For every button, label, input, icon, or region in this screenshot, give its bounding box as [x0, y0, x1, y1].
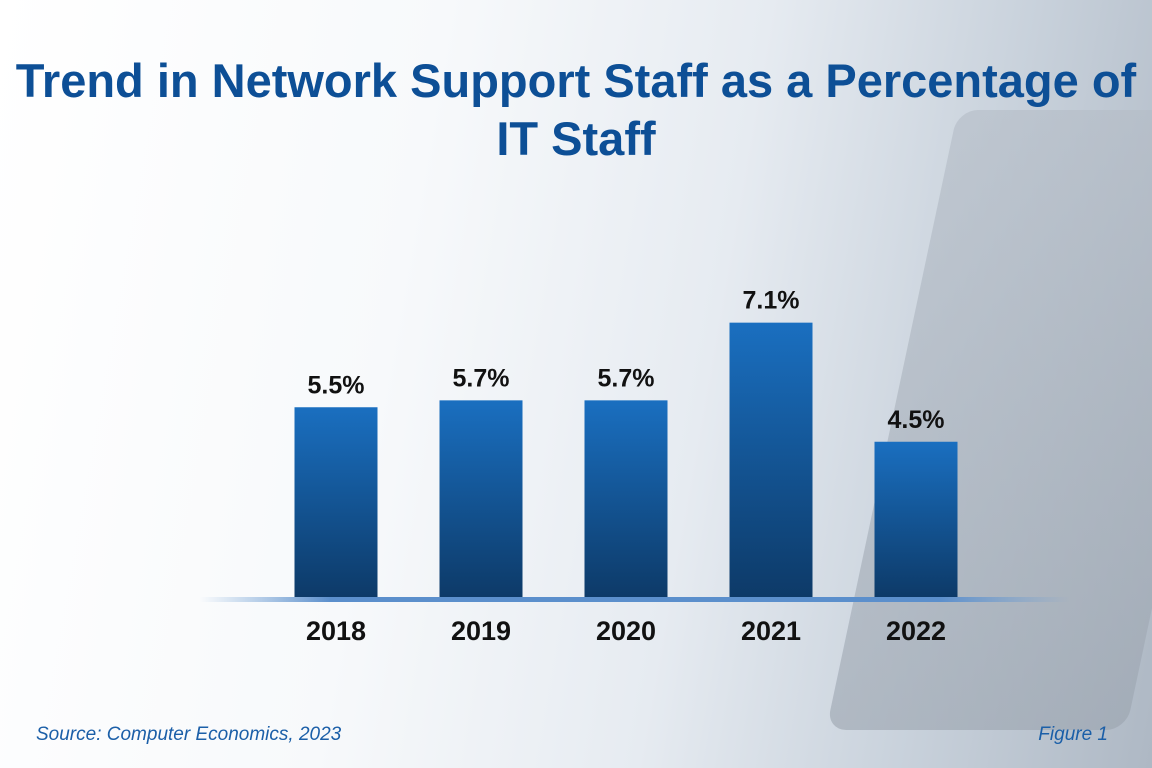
- bar-2019: [439, 400, 523, 597]
- bar-2021: [729, 322, 813, 597]
- data-label: 5.7%: [598, 364, 655, 392]
- data-label: 5.5%: [308, 371, 365, 399]
- data-label: 7.1%: [743, 287, 800, 315]
- data-label: 5.7%: [453, 364, 510, 392]
- x-tick-label: 2019: [451, 616, 511, 646]
- x-tick-label: 2018: [306, 616, 366, 646]
- chart-title: Trend in Network Support Staff as a Perc…: [15, 54, 1137, 165]
- figure-label: Figure 1: [1038, 724, 1108, 745]
- bar-2022: [874, 441, 958, 597]
- source-note: Source: Computer Economics, 2023: [36, 724, 342, 745]
- baseline: [200, 597, 1070, 602]
- bar-2018: [294, 407, 378, 597]
- x-tick-label: 2021: [741, 616, 801, 646]
- x-tick-label: 2020: [596, 616, 656, 646]
- bar-2020: [584, 400, 668, 597]
- data-label: 4.5%: [888, 406, 945, 434]
- x-tick-label: 2022: [886, 616, 946, 646]
